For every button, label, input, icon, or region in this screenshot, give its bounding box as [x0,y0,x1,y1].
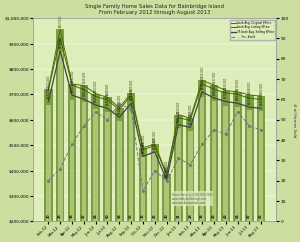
Text: 50: 50 [106,213,110,218]
Text: $665,000: $665,000 [129,88,133,100]
Text: 31: 31 [176,213,180,218]
Text: 38: 38 [200,213,204,218]
Text: 58: 58 [117,213,121,218]
Text: $672,000: $672,000 [224,86,228,98]
Bar [117,121,122,221]
Bar [44,89,53,221]
Bar [70,100,74,221]
Bar [235,107,240,221]
Bar [212,101,216,221]
Text: 43: 43 [224,213,228,218]
Text: $755,000: $755,000 [200,66,204,78]
Text: $697,000: $697,000 [70,80,74,92]
Bar [68,84,76,221]
Text: $737,000: $737,000 [212,71,216,83]
Text: $648,000: $648,000 [117,93,121,106]
Text: 20: 20 [165,213,169,218]
Text: $715,000: $715,000 [224,76,228,89]
Text: 45: 45 [212,213,216,218]
Bar [92,94,100,221]
Bar [56,29,64,221]
Text: $645,000: $645,000 [106,93,110,105]
Text: $710,000: $710,000 [236,77,239,90]
Bar [164,179,169,221]
Bar [139,148,147,221]
Text: $606,000: $606,000 [188,104,192,116]
Text: $681,000: $681,000 [82,84,86,96]
Text: 47: 47 [82,213,86,218]
Text: 38: 38 [70,213,74,218]
Text: 54: 54 [94,213,98,218]
Legend: book Avg. Original $Price, book Avg. Listing $Price, 75 book Avg. Selling $Price: book Avg. Original $Price, book Avg. Lis… [230,20,275,40]
Bar [245,95,254,221]
Text: $570,000: $570,000 [188,112,192,124]
Text: 55: 55 [129,213,133,218]
Bar [162,174,171,221]
Text: $686,000: $686,000 [212,83,216,95]
Bar [247,110,252,221]
Text: 26: 26 [58,213,62,218]
Bar [129,108,134,221]
Bar [103,98,112,221]
Bar [233,92,242,221]
Bar [224,106,228,221]
Text: 20: 20 [46,213,50,218]
Text: $705,000: $705,000 [129,79,133,91]
Bar [152,153,157,221]
Text: $650,000: $650,000 [247,92,251,104]
Text: $710,000: $710,000 [200,76,204,89]
Text: 54: 54 [236,213,239,218]
Text: $703,000: $703,000 [94,79,98,91]
Text: 15: 15 [141,213,145,218]
Bar [105,112,110,221]
Text: 28: 28 [188,213,192,218]
Text: $474,000: $474,000 [153,136,157,149]
Text: $957,000: $957,000 [58,15,62,27]
Bar [93,109,98,221]
Text: $658,000: $658,000 [94,90,98,102]
Text: $698,000: $698,000 [247,81,251,93]
Text: 47: 47 [247,213,251,218]
Bar [127,93,135,221]
Y-axis label: # of Homes Sold: # of Homes Sold [292,103,296,137]
Bar [46,105,51,221]
Bar [186,118,194,221]
Text: $665,000: $665,000 [236,88,239,100]
Bar [259,111,263,221]
Text: $505,000: $505,000 [153,130,157,142]
Bar [141,157,145,221]
Text: $581,000: $581,000 [176,109,180,121]
Text: $645,000: $645,000 [259,93,263,105]
Title: Single Family Home Sales Data for Bainbridge Island
From February 2012 through A: Single Family Home Sales Data for Bainbr… [85,4,224,15]
Bar [188,131,193,221]
Text: Bruce Weiss @ (206) 909-7000
www.realtybainbridge.com
www.bainbridgeteam.com: Bruce Weiss @ (206) 909-7000 www.realtyb… [172,192,212,205]
Text: $490,000: $490,000 [141,134,145,146]
Bar [198,80,206,221]
Bar [210,85,218,221]
Bar [200,97,204,221]
Bar [58,52,63,221]
Text: $688,000: $688,000 [106,83,110,95]
Bar [115,108,124,221]
Bar [174,115,183,221]
Text: $456,000: $456,000 [141,141,145,153]
Text: $610,000: $610,000 [117,102,121,114]
Text: $672,000: $672,000 [46,86,50,98]
Text: $741,000: $741,000 [70,70,74,82]
Text: $735,000: $735,000 [82,71,86,83]
Text: $722,000: $722,000 [46,75,50,87]
Text: 25: 25 [153,213,157,218]
Text: $620,000: $620,000 [176,100,180,113]
Bar [221,91,230,221]
Text: $870,000: $870,000 [58,36,62,48]
Bar [151,144,159,221]
Bar [80,85,88,221]
Bar [257,96,266,221]
Text: 45: 45 [259,213,263,218]
Bar [82,102,86,221]
Bar [176,128,181,221]
Text: $388,000: $388,000 [165,159,169,172]
Text: $363,000: $363,000 [165,165,169,177]
Text: $693,000: $693,000 [259,82,263,94]
